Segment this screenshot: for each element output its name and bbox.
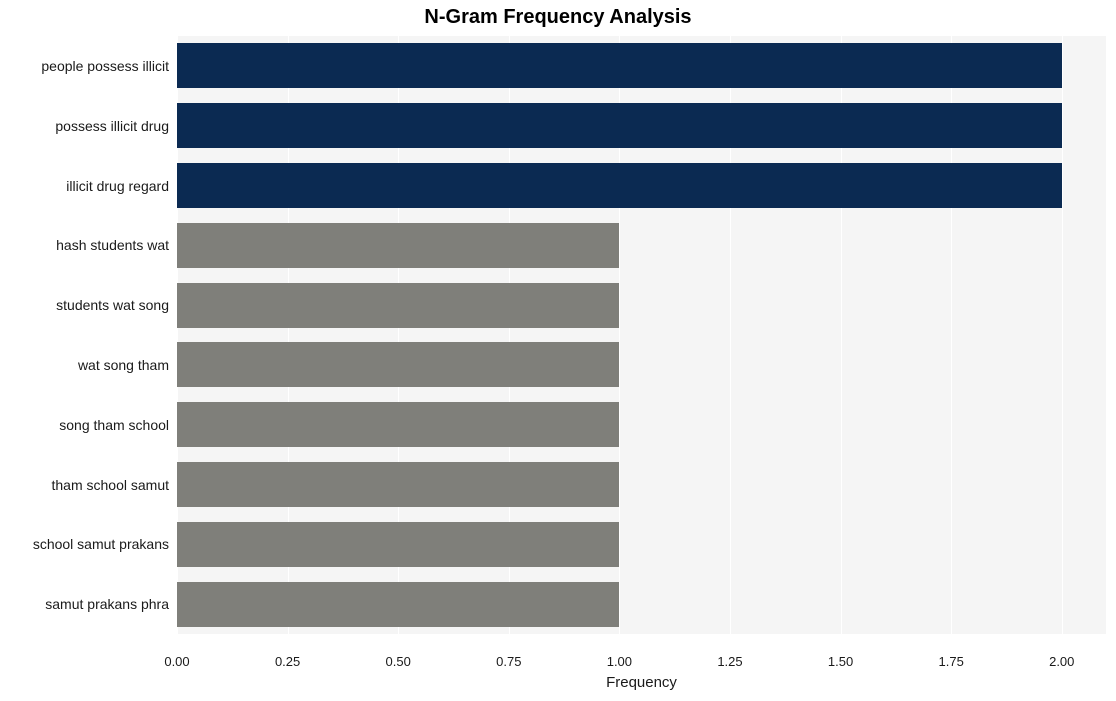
x-tick-label: 1.75 — [939, 654, 964, 669]
y-tick-label: students wat song — [56, 297, 169, 313]
x-axis-title: Frequency — [177, 674, 1106, 691]
bar — [177, 103, 1062, 148]
grid-line — [1062, 36, 1063, 634]
ngram-chart: N-Gram Frequency Analysis Frequency peop… — [0, 0, 1116, 701]
y-tick-label: song tham school — [59, 417, 169, 433]
y-tick-label: illicit drug regard — [66, 178, 169, 194]
y-tick-label: people possess illicit — [41, 58, 169, 74]
x-tick-label: 1.00 — [607, 654, 632, 669]
bar — [177, 163, 1062, 208]
x-tick-label: 0.00 — [164, 654, 189, 669]
bar — [177, 402, 619, 447]
y-tick-label: school samut prakans — [33, 536, 169, 552]
plot-area — [177, 36, 1106, 634]
x-tick-label: 1.50 — [828, 654, 853, 669]
bar — [177, 582, 619, 627]
x-tick-label: 0.50 — [386, 654, 411, 669]
x-tick-label: 1.25 — [717, 654, 742, 669]
x-tick-label: 0.25 — [275, 654, 300, 669]
chart-title: N-Gram Frequency Analysis — [0, 6, 1116, 29]
x-tick-label: 2.00 — [1049, 654, 1074, 669]
bar — [177, 283, 619, 328]
y-tick-label: samut prakans phra — [45, 596, 169, 612]
y-tick-label: wat song tham — [78, 357, 169, 373]
x-tick-label: 0.75 — [496, 654, 521, 669]
y-tick-label: possess illicit drug — [55, 118, 169, 134]
bar — [177, 43, 1062, 88]
y-tick-label: tham school samut — [52, 477, 170, 493]
bar — [177, 522, 619, 567]
bar — [177, 223, 619, 268]
bar — [177, 462, 619, 507]
y-tick-label: hash students wat — [56, 237, 169, 253]
bar — [177, 342, 619, 387]
